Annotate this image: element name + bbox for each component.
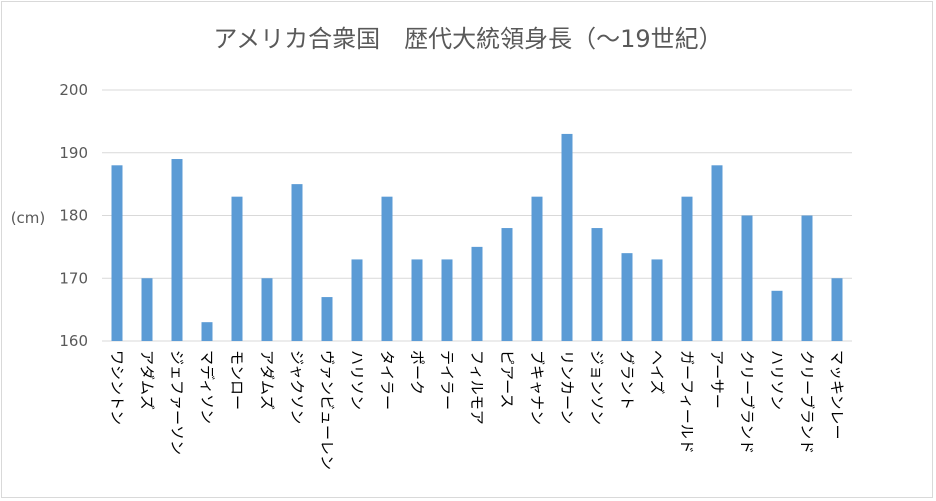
bar-19 [681,196,693,341]
y-tick-label: 200 [59,81,88,99]
bar-10 [411,259,423,341]
y-tick-label: 170 [59,269,88,287]
category-label: ジャクソン [288,350,306,424]
category-label: ジョンソン [588,350,606,425]
bar-14 [531,196,543,341]
bar-8 [351,259,363,341]
category-label: グラント [618,350,636,410]
bars [111,133,843,341]
y-tick-label: 180 [59,207,88,225]
chart-title: アメリカ合衆国 歴代大統領身長（～19世紀） [213,25,722,53]
bar-7 [321,297,333,341]
category-label: クリーブランド [798,350,816,454]
category-label: アダムズ [138,350,156,410]
category-label: ガーフィールド [678,350,696,454]
category-label: ヘイズ [648,350,666,395]
bar-9 [381,196,393,341]
bar-0 [111,165,123,341]
bar-20 [711,165,723,341]
bar-11 [441,259,453,341]
category-label: テイラー [438,350,456,410]
bar-24 [831,278,843,341]
bar-13 [501,228,513,341]
y-tick-label: 160 [59,332,88,350]
category-label: ジェファーソン [168,350,186,455]
bar-5 [261,278,273,341]
category-label: ハリソン [348,350,366,410]
bar-6 [291,184,303,341]
category-label: ワシントン [108,350,126,425]
category-label: ヴァンビューレン [318,350,336,470]
gridlines [102,89,852,342]
bar-23 [801,215,813,341]
bar-17 [621,253,633,341]
category-label: ハリソン [768,350,786,410]
category-label: クリーブランド [738,350,756,454]
category-label: アダムズ [258,350,276,410]
category-label: ポーク [408,350,426,395]
category-labels: ワシントン アダムズ ジェファーソン マディソン モンロー アダムズ ジャクソン ヴァンビュー… [108,350,846,470]
category-label: ピアース [498,350,516,408]
category-label: マディソン [198,350,216,424]
category-label: アーサー [708,350,726,409]
bar-22 [771,290,783,341]
bar-15 [561,133,573,341]
bar-12 [471,246,483,341]
category-label: マッキンレー [828,350,846,440]
y-tick-label: 190 [59,144,88,162]
bar-4 [231,196,243,341]
category-label: モンロー [228,350,246,410]
bar-18 [651,259,663,341]
category-label: リンカーン [558,350,576,424]
category-label: タイラー [378,350,396,410]
y-tick-labels: 160 170 180 190 200 [59,81,88,350]
bar-3 [201,322,213,341]
category-label: ブキャナン [528,350,546,425]
bar-2 [171,159,183,341]
bar-1 [141,278,153,341]
bar-21 [741,215,753,341]
y-axis-label: (cm) [11,209,46,227]
category-label: フィルモア [468,350,486,425]
bar-16 [591,228,603,341]
